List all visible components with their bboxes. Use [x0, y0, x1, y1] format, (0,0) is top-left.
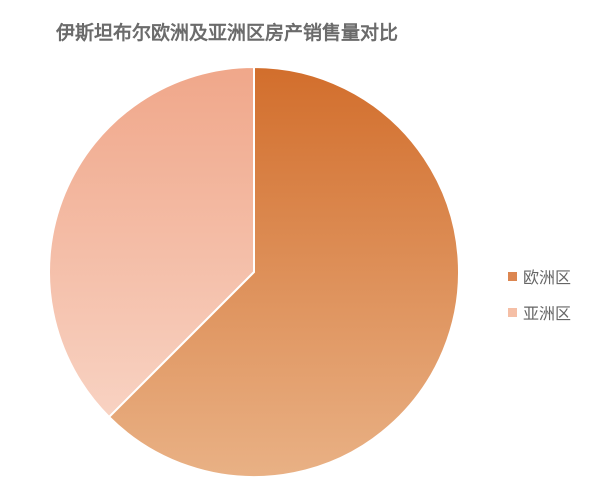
chart-title: 伊斯坦布尔欧洲及亚洲区房产销售量对比 [56, 22, 399, 44]
pie-slice-0 [107, 65, 460, 478]
legend-item: 欧洲区 [508, 258, 571, 294]
legend-label: 亚洲区 [523, 304, 572, 323]
pie-slice-1 [48, 65, 255, 419]
legend-label: 欧洲区 [523, 268, 572, 287]
legend: 欧洲区 亚洲区 [508, 258, 571, 330]
legend-swatch [508, 307, 517, 317]
legend-item: 亚洲区 [508, 294, 571, 330]
legend-swatch [508, 271, 517, 281]
